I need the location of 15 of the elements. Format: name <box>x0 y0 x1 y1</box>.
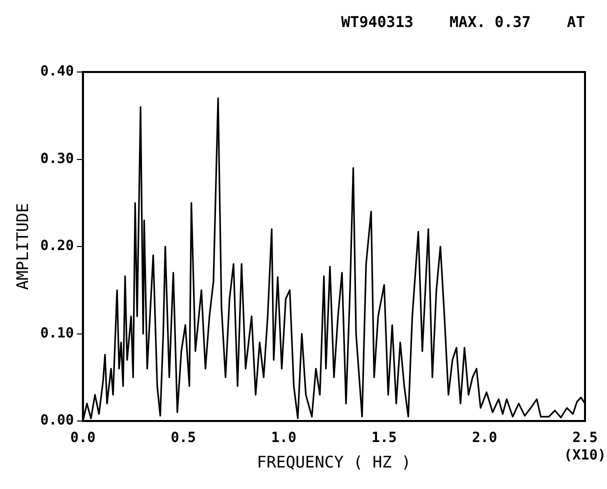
chart-title: WT940313 MAX. 0.37 AT <box>341 12 585 31</box>
y-tick-label: 0.00 <box>40 412 74 429</box>
text: (X10) <box>564 448 606 464</box>
y-tick-label: 0.30 <box>40 150 74 167</box>
x-tick-label: 1.0 <box>271 430 296 446</box>
x-tick-label: 0.0 <box>70 430 96 446</box>
x-tick-label: 2.0 <box>472 430 498 446</box>
y-tick-label: 0.10 <box>40 325 74 342</box>
x-tick-label: 2.5 <box>572 430 598 446</box>
y-tick-label: 0.40 <box>40 64 74 80</box>
y-tick-label: 0.20 <box>40 238 74 254</box>
x-axis-title: FREQUENCY ( HZ ) <box>256 452 412 472</box>
y-axis-title: AMPLITUDE <box>12 203 32 290</box>
x-tick-label: 1.5 <box>372 430 397 446</box>
x-tick-label: 0.5 <box>170 430 196 446</box>
